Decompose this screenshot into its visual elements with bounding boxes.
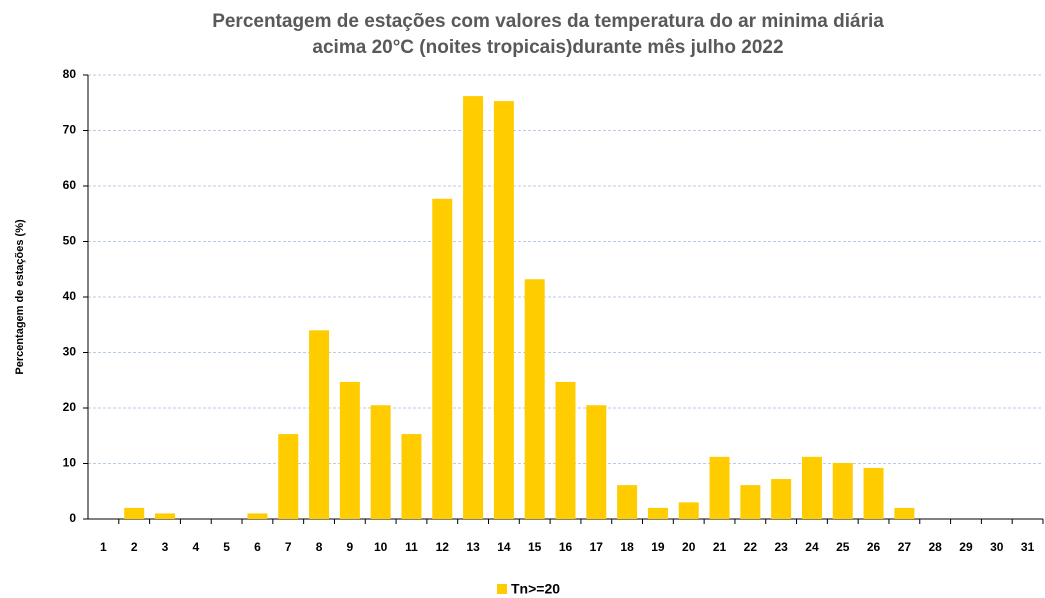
x-tick-label: 5 [223, 540, 230, 554]
x-tick-label: 11 [405, 540, 418, 554]
bar [401, 434, 422, 519]
x-tick-label: 7 [285, 540, 292, 554]
y-tick-label: 60 [63, 178, 77, 192]
y-tick-label: 30 [63, 345, 77, 359]
bar [155, 513, 176, 519]
x-tick-label: 1 [100, 540, 107, 554]
bar [647, 507, 668, 519]
bar [863, 467, 884, 519]
x-tick-label: 4 [192, 540, 199, 554]
y-tick-label: 10 [63, 456, 77, 470]
x-tick-label: 21 [713, 540, 727, 554]
bar [247, 513, 268, 519]
x-tick-label: 3 [162, 540, 169, 554]
y-tick-label: 0 [69, 511, 76, 525]
x-tick-label: 29 [959, 540, 973, 554]
bar [339, 381, 360, 519]
bar [801, 456, 822, 519]
x-tick-label: 22 [744, 540, 758, 554]
bar [524, 279, 545, 519]
x-tick-label: 24 [805, 540, 819, 554]
bar [894, 507, 915, 519]
legend-swatch [497, 584, 507, 594]
bar [586, 405, 607, 519]
x-tick-label: 25 [836, 540, 850, 554]
x-tick-label: 12 [436, 540, 450, 554]
chart-title: acima 20°C (noites tropicais)durante mês… [312, 37, 783, 58]
y-tick-label: 20 [63, 400, 77, 414]
chart-title: Percentagem de estações com valores da t… [212, 11, 884, 32]
y-tick-label: 70 [63, 123, 77, 137]
x-tick-label: 10 [374, 540, 388, 554]
x-tick-label: 16 [559, 540, 573, 554]
x-tick-label: 13 [466, 540, 480, 554]
x-tick-label: 8 [316, 540, 323, 554]
legend-label: Tn>=20 [511, 581, 560, 597]
bar [555, 381, 576, 519]
bar [278, 434, 299, 519]
x-tick-label: 14 [497, 540, 511, 554]
x-tick-label: 6 [254, 540, 261, 554]
x-tick-label: 17 [590, 540, 604, 554]
x-tick-label: 28 [928, 540, 942, 554]
bar [493, 101, 514, 520]
bar [463, 96, 484, 519]
bar [432, 198, 453, 519]
bar [124, 507, 145, 519]
bar [740, 485, 761, 519]
y-tick-label: 40 [63, 289, 77, 303]
x-tick-label: 31 [1021, 540, 1035, 554]
bar [832, 462, 853, 519]
x-tick-label: 27 [898, 540, 912, 554]
x-tick-label: 30 [990, 540, 1004, 554]
bar [309, 330, 330, 519]
x-tick-label: 2 [131, 540, 138, 554]
x-tick-label: 15 [528, 540, 542, 554]
y-tick-label: 50 [63, 234, 77, 248]
x-tick-label: 20 [682, 540, 696, 554]
y-tick-label: 80 [63, 67, 77, 81]
x-tick-label: 26 [867, 540, 881, 554]
bar [370, 405, 391, 519]
y-axis-label: Percentagem de estações (%) [14, 219, 26, 375]
x-tick-label: 9 [347, 540, 354, 554]
bar [678, 502, 699, 519]
x-tick-label: 23 [774, 540, 788, 554]
bar [771, 479, 792, 519]
bar [709, 456, 730, 519]
bar [617, 485, 638, 519]
x-tick-label: 18 [620, 540, 634, 554]
x-tick-label: 19 [651, 540, 665, 554]
